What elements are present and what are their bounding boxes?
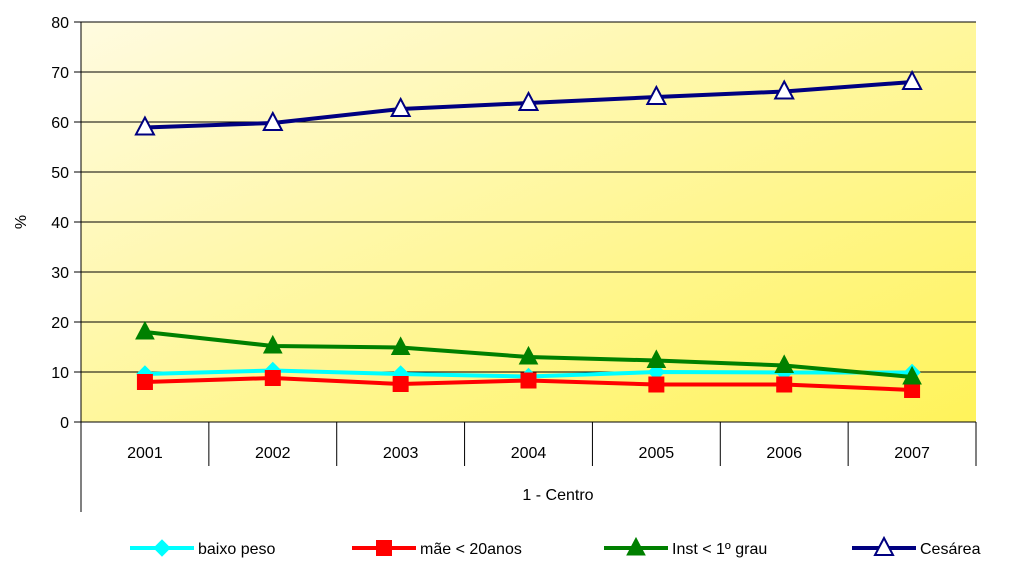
x-tick-label: 2003 [383, 445, 419, 462]
legend-item: Cesárea [852, 535, 981, 558]
y-tick-label: 40 [51, 215, 69, 232]
y-tick-label: 50 [51, 165, 69, 182]
y-tick-label: 0 [60, 415, 69, 432]
data-point [648, 376, 665, 393]
data-point [904, 382, 921, 398]
y-tick-label: 70 [51, 65, 69, 82]
legend-label: Cesárea [920, 541, 981, 558]
y-tick-label: 60 [51, 115, 69, 132]
legend-item: baixo peso [130, 539, 275, 558]
data-point [517, 90, 540, 111]
data-point [390, 336, 411, 355]
data-point [776, 376, 793, 393]
y-axis-title: % [13, 215, 30, 229]
data-point [136, 374, 153, 390]
data-point [645, 84, 668, 105]
data-point [134, 115, 156, 136]
legend-item: mãe < 20anos [352, 540, 522, 558]
data-point [264, 370, 281, 386]
x-group-label: 1 - Centro [522, 487, 593, 504]
data-point [520, 372, 537, 389]
legend: baixo peso mãe < 20anos Inst < 1º grau Cesá… [130, 535, 981, 558]
data-point [135, 320, 155, 340]
data-point [774, 354, 795, 373]
data-point [392, 376, 409, 392]
legend-label: Inst < 1º grau [672, 541, 767, 558]
data-point [901, 69, 923, 90]
y-tick-label: 20 [51, 315, 69, 332]
data-point [518, 345, 539, 365]
y-axis: 0 10 20 30 40 50 60 70 80 [51, 15, 82, 512]
x-tick-label: 2006 [766, 445, 802, 462]
x-axis: 2001 2002 2003 2004 2005 2006 2007 [81, 421, 977, 466]
x-tick-label: 2002 [255, 445, 291, 462]
x-tick-label: 2005 [639, 445, 675, 462]
legend-item: Inst < 1º grau [604, 536, 767, 558]
series-2 [135, 320, 922, 385]
legend-label: mãe < 20anos [420, 541, 522, 558]
data-point [262, 110, 284, 131]
x-tick-label: 2007 [894, 445, 930, 462]
data-point [773, 79, 795, 100]
legend-marker [376, 540, 392, 556]
series-group [134, 69, 923, 398]
legend-label: baixo peso [198, 541, 275, 558]
data-point [389, 96, 412, 117]
y-tick-label: 30 [51, 265, 69, 282]
data-point [262, 334, 283, 354]
x-tick-label: 2004 [511, 445, 547, 462]
legend-marker [626, 536, 646, 556]
x-tick-label: 2001 [127, 445, 163, 462]
legend-marker [873, 535, 895, 556]
series-1 [136, 370, 921, 398]
y-tick-label: 10 [51, 365, 69, 382]
y-tick-label: 80 [51, 15, 69, 32]
legend-marker [153, 539, 171, 557]
data-point [902, 365, 922, 385]
data-point [646, 349, 667, 368]
series-3 [134, 69, 923, 136]
